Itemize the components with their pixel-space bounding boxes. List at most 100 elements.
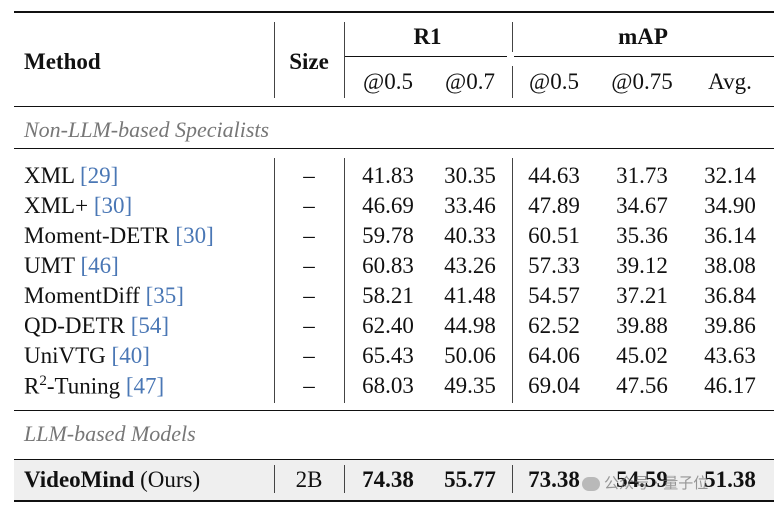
header-sub-map-05: @0.5 (529, 69, 579, 94)
header-sub-map-075: @0.75 (611, 69, 673, 94)
map-05-cell: 62.52 (528, 313, 580, 338)
method-cell: QD-DETR [54] (24, 313, 170, 338)
r1-07-cell: 33.46 (444, 193, 496, 218)
map-avg-cell: 36.84 (704, 283, 756, 308)
r1-07-cell: 50.06 (444, 343, 496, 368)
header-vline-3 (512, 22, 513, 52)
map-05-cell: 47.89 (528, 193, 580, 218)
r1-05-cell: 60.83 (362, 253, 414, 278)
map-05-cell: 69.04 (528, 373, 580, 398)
map-05-cell: 73.38 (528, 467, 580, 492)
ours-vline-1 (274, 465, 275, 493)
method-cell: XML [29] (24, 163, 119, 188)
map-075-cell: 31.73 (616, 163, 668, 188)
header-r1: R1 (413, 24, 442, 49)
map-075-cell: 45.02 (616, 343, 668, 368)
map-avg-cell: 32.14 (704, 163, 756, 188)
map-075-cell: 54.59 (616, 467, 668, 492)
map-075-cell: 39.12 (616, 253, 668, 278)
map-avg-cell: 34.90 (704, 193, 756, 218)
r1-07-cell: 43.26 (444, 253, 496, 278)
map-05-cell: 57.33 (528, 253, 580, 278)
r1-05-cell: 46.69 (362, 193, 414, 218)
citation-link[interactable]: [46] (80, 253, 119, 278)
method-cell: UMT [46] (24, 253, 119, 278)
body-vline-1 (274, 158, 275, 403)
r1-05-cell: 62.40 (362, 313, 414, 338)
method-cell: MomentDiff [35] (24, 283, 184, 308)
map-avg-cell: 38.08 (704, 253, 756, 278)
superscript: 2 (39, 373, 47, 389)
r1-05-cell: 65.43 (362, 343, 414, 368)
citation-link[interactable]: [35] (145, 283, 184, 308)
method-cell: XML+ [30] (24, 193, 133, 218)
method-cell: UniVTG [40] (24, 343, 150, 368)
r1-05-cell: 41.83 (362, 163, 414, 188)
header-method: Method (24, 49, 101, 74)
map-avg-cell: 43.63 (704, 343, 756, 368)
citation-link[interactable]: [54] (130, 313, 170, 338)
header-vline-4 (512, 66, 513, 98)
wechat-icon (582, 476, 600, 491)
method-cell: Moment-DETR [30] (24, 223, 214, 248)
map-avg-cell: 51.38 (704, 467, 756, 492)
body-vline-2 (344, 158, 345, 403)
map-075-cell: 47.56 (616, 373, 668, 398)
bottom-rule (14, 500, 774, 502)
method-cell: VideoMind (Ours) (24, 467, 201, 492)
map-avg-cell: 36.14 (704, 223, 756, 248)
citation-link[interactable]: [29] (80, 163, 119, 188)
section-llm: LLM-based Models (24, 421, 196, 446)
ours-top-rule (14, 459, 774, 460)
size-cell: – (303, 313, 315, 338)
map-05-cell: 60.51 (528, 223, 580, 248)
map-075-cell: 35.36 (616, 223, 668, 248)
r1-07-cell: 44.98 (444, 313, 496, 338)
header-vline-2 (344, 22, 345, 98)
map-avg-cell: 46.17 (704, 373, 756, 398)
header-vline-1 (274, 22, 275, 98)
map-05-cell: 54.57 (528, 283, 580, 308)
r1-05-cell: 59.78 (362, 223, 414, 248)
size-cell: – (303, 283, 315, 308)
header-size: Size (289, 49, 329, 74)
body-bottom-rule (14, 410, 774, 411)
size-cell: – (303, 253, 315, 278)
ours-highlight (14, 460, 774, 500)
size-cell: – (303, 343, 315, 368)
r1-07-cell: 40.33 (444, 223, 496, 248)
r1-05-cell: 58.21 (362, 283, 414, 308)
citation-link[interactable]: [30] (93, 193, 133, 218)
header-bottom-rule (14, 106, 774, 107)
map-075-cell: 39.88 (616, 313, 668, 338)
size-cell: – (303, 193, 315, 218)
section-non-llm-rule (14, 148, 774, 149)
size-cell: – (303, 163, 315, 188)
map-avg-cell: 39.86 (704, 313, 756, 338)
method-cell: R2-Tuning [47] (24, 373, 165, 399)
header-sub-r1-05: @0.5 (363, 69, 413, 94)
citation-link[interactable]: [47] (125, 373, 165, 399)
map-075-cell: 34.67 (616, 193, 668, 218)
section-non-llm: Non-LLM-based Specialists (24, 117, 270, 142)
size-cell: 2B (295, 467, 323, 492)
citation-link[interactable]: [30] (175, 223, 214, 248)
watermark: 公众号 · 量子位 (582, 472, 708, 493)
ours-vline-3 (512, 465, 513, 493)
header-sub-r1-07: @0.7 (445, 69, 495, 94)
r1-07-cell: 41.48 (444, 283, 496, 308)
size-cell: – (303, 373, 315, 398)
r1-05-cell: 74.38 (362, 467, 414, 492)
top-rule (14, 11, 774, 13)
size-cell: – (303, 223, 315, 248)
ours-vline-2 (344, 465, 345, 493)
header-subrule-map (514, 56, 774, 57)
r1-07-cell: 30.35 (444, 163, 496, 188)
r1-05-cell: 68.03 (362, 373, 414, 398)
body-vline-3 (512, 158, 513, 403)
header-map: mAP (618, 24, 668, 49)
map-075-cell: 37.21 (616, 283, 668, 308)
citation-link[interactable]: [40] (111, 343, 150, 368)
map-05-cell: 64.06 (528, 343, 580, 368)
header-sub-map-avg: Avg. (708, 69, 752, 94)
